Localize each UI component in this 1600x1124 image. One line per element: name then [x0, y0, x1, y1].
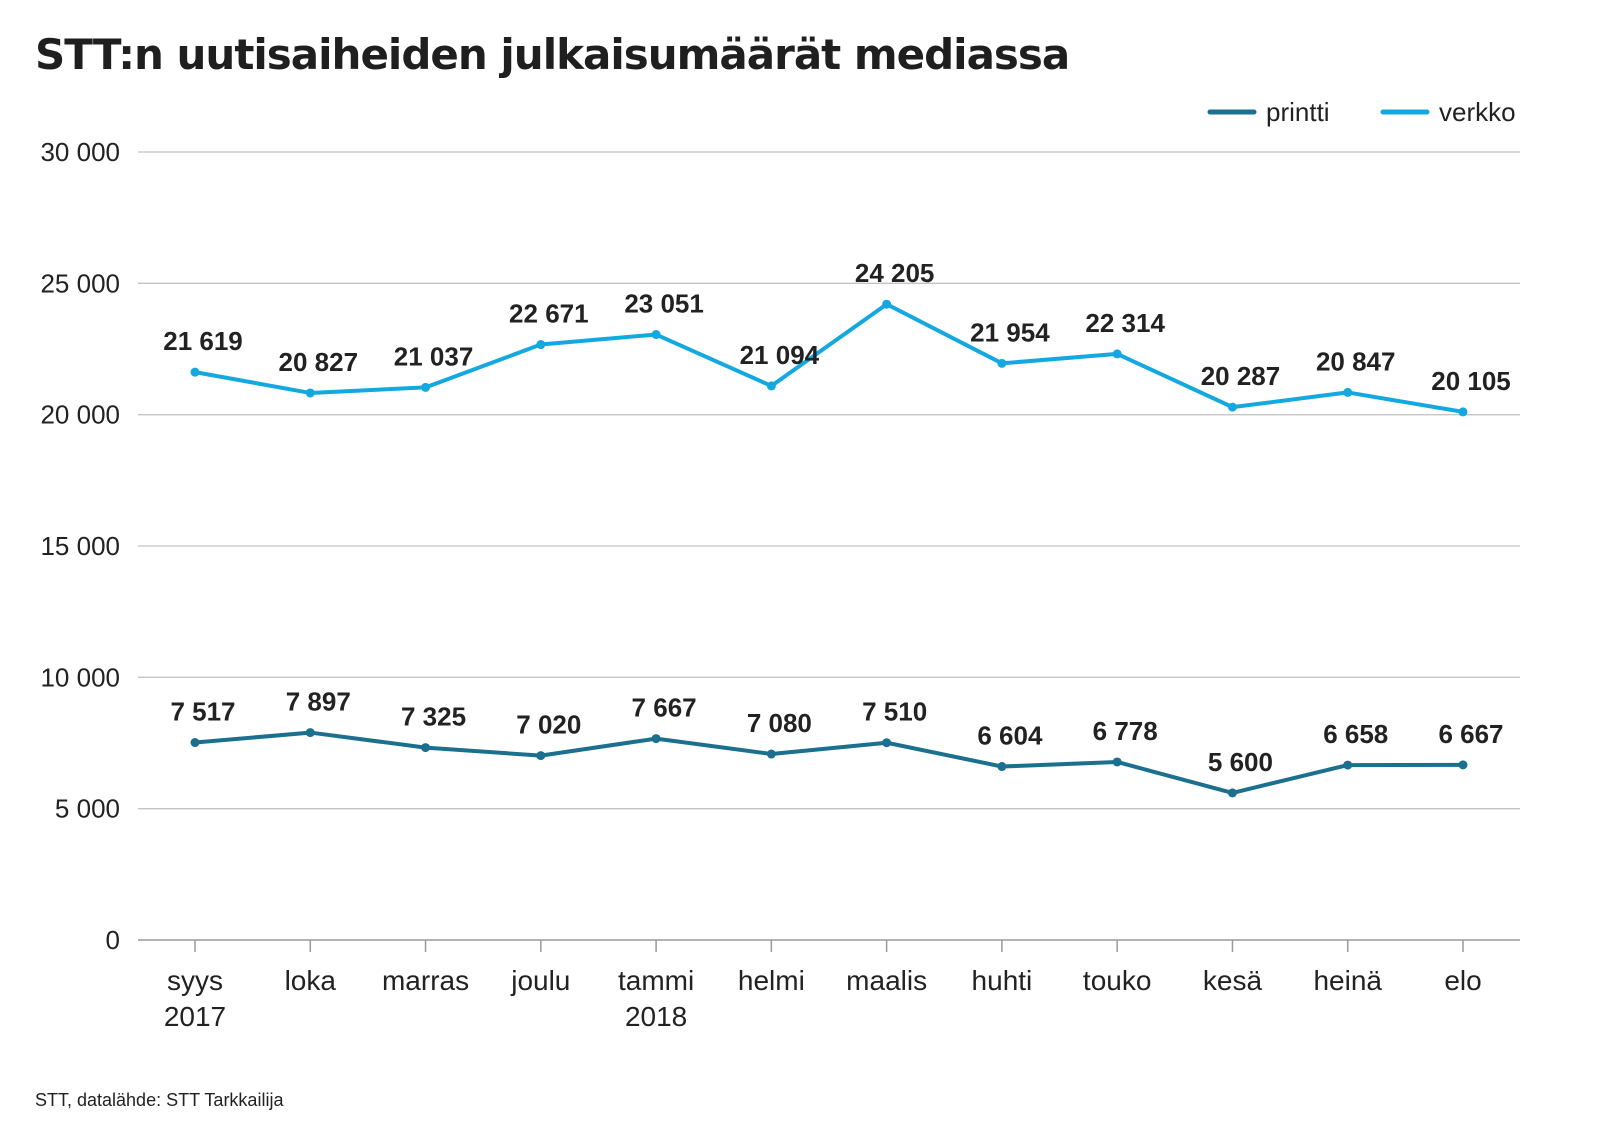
data-label: 23 051 [624, 289, 704, 319]
data-point [1227, 402, 1237, 412]
series-line-printti [193, 730, 1465, 795]
data-point [651, 734, 661, 744]
data-point [1458, 407, 1468, 417]
data-point [305, 388, 315, 398]
x-tick-label: syys [167, 965, 223, 996]
data-point [1343, 760, 1353, 770]
legend-label-printti: printti [1266, 97, 1330, 127]
legend-label-verkko: verkko [1439, 97, 1516, 127]
data-point [1343, 387, 1353, 397]
series-line-verkko [193, 302, 1465, 414]
data-point [305, 728, 315, 738]
data-label: 21 094 [740, 340, 820, 370]
data-point [997, 358, 1007, 368]
x-tick-label: 2018 [625, 1001, 687, 1032]
x-axis: syys 2017 loka marras joulu tammi 2018 helmi maa… [164, 940, 1482, 1032]
data-label: 22 314 [1085, 308, 1165, 338]
series-printti: 7 517 7 897 7 325 7 020 7 667 7 080 7 510 6 604… [170, 687, 1504, 798]
data-point [651, 330, 661, 340]
data-label: 21 619 [163, 326, 243, 356]
data-point [766, 381, 776, 391]
data-label: 21 954 [970, 317, 1050, 347]
data-point [997, 762, 1007, 772]
data-label: 6 778 [1093, 716, 1158, 746]
x-tick-label: kesä [1203, 965, 1263, 996]
data-label: 7 020 [516, 710, 581, 740]
data-point [882, 299, 892, 309]
data-label: 6 667 [1438, 719, 1503, 749]
legend: printti verkko [1207, 97, 1516, 127]
y-tick-label: 5 000 [55, 794, 120, 824]
series-layer: 7 517 7 897 7 325 7 020 7 667 7 080 7 510 6 604… [163, 258, 1511, 798]
data-point [421, 382, 431, 392]
x-tick-label: joulu [510, 965, 570, 996]
data-label: 5 600 [1208, 747, 1273, 777]
x-tick-label: marras [382, 965, 469, 996]
x-tick-label: loka [285, 965, 337, 996]
data-point [190, 367, 200, 377]
y-tick-label: 10 000 [40, 662, 120, 692]
x-tick-label: tammi [618, 965, 694, 996]
y-axis: 0 5 000 10 000 15 000 20 000 25 000 30 000 [40, 137, 120, 955]
series-verkko: 21 619 20 827 21 037 22 671 23 051 21 094 24 2… [163, 258, 1511, 417]
x-tick-label: maalis [846, 965, 927, 996]
data-label: 21 037 [394, 341, 474, 371]
data-point [1112, 757, 1122, 767]
data-point [882, 738, 892, 748]
y-tick-label: 20 000 [40, 400, 120, 430]
chart-title: STT:n uutisaiheiden julkaisumäärät media… [35, 30, 1070, 79]
source-note: STT, datalähde: STT Tarkkailija [35, 1090, 284, 1110]
data-label: 6 604 [977, 721, 1043, 751]
data-label: 22 671 [509, 299, 589, 329]
data-point [1458, 760, 1468, 770]
y-tick-label: 15 000 [40, 531, 120, 561]
x-tick-label: heinä [1313, 965, 1382, 996]
data-label: 24 205 [855, 258, 935, 288]
data-point [190, 738, 200, 748]
data-point [1112, 349, 1122, 359]
data-label: 7 517 [170, 697, 235, 727]
data-point [536, 751, 546, 761]
data-point [421, 743, 431, 753]
x-tick-label: 2017 [164, 1001, 226, 1032]
x-tick-label: helmi [738, 965, 805, 996]
y-tick-label: 30 000 [40, 137, 120, 167]
data-point [536, 340, 546, 350]
data-label: 20 105 [1431, 366, 1511, 396]
data-label: 7 897 [286, 687, 351, 717]
data-label: 7 667 [632, 693, 697, 723]
data-label: 20 287 [1201, 361, 1281, 391]
y-tick-label: 0 [106, 925, 120, 955]
gridlines [138, 151, 1520, 941]
data-label: 7 325 [401, 702, 466, 732]
data-label: 7 080 [747, 708, 812, 738]
x-tick-label: huhti [972, 965, 1033, 996]
x-tick-label: elo [1444, 965, 1481, 996]
data-label: 6 658 [1323, 719, 1388, 749]
data-label: 7 510 [862, 697, 927, 727]
data-label: 20 827 [279, 347, 359, 377]
data-point [1227, 788, 1237, 798]
data-label: 20 847 [1316, 346, 1396, 376]
x-tick-label: touko [1083, 965, 1152, 996]
y-tick-label: 25 000 [40, 268, 120, 298]
data-point [766, 749, 776, 759]
